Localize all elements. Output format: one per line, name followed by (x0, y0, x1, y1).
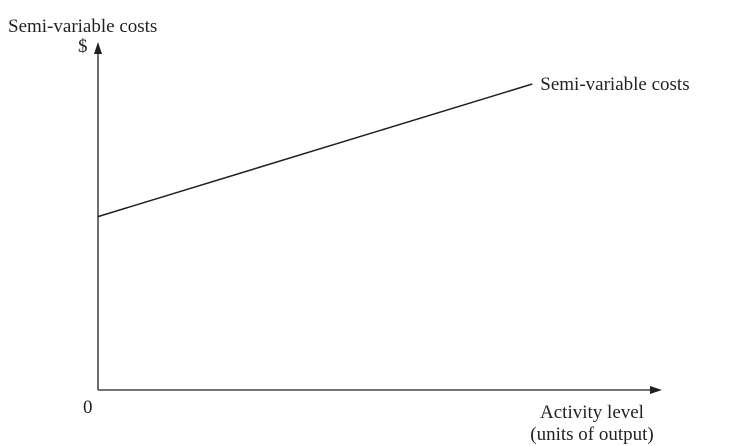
semi-variable-costs-line (97, 83, 533, 218)
x-axis-arrow-icon (650, 386, 662, 394)
series-label: Semi-variable costs (540, 74, 689, 95)
y-axis-label: $ (78, 36, 88, 57)
chart-title: Semi-variable costs (8, 16, 157, 37)
y-axis-arrow-icon (94, 42, 102, 54)
x-axis-label-line-1: Activity level (540, 402, 644, 423)
x-axis-label-line-2: (units of output) (530, 424, 654, 445)
origin-label: 0 (83, 397, 93, 418)
